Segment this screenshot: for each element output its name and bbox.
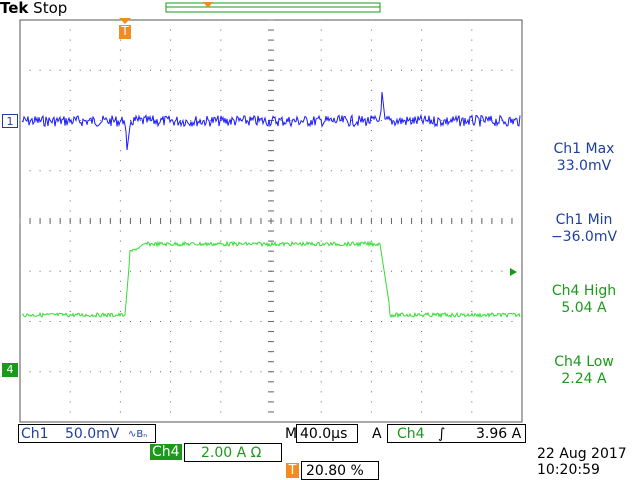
ch1-waveform — [21, 91, 521, 151]
trigger-slope-icon: ∫ — [438, 426, 446, 442]
run-state-label: Stop — [33, 0, 68, 17]
brand-label: Tek — [0, 0, 29, 17]
timebase-prefix: M — [285, 426, 298, 442]
ch4-scale-box[interactable] — [184, 443, 282, 462]
ch4-label: Ch4 — [150, 444, 182, 460]
ch4-low-title: Ch4 Low — [554, 354, 614, 370]
trigger-level-arrow[interactable] — [510, 268, 517, 276]
ch1-max-title: Ch1 Max — [553, 141, 615, 157]
ch1-max-value: 33.0mV — [556, 158, 612, 174]
trigger-mode: A — [372, 426, 382, 442]
trigger-position-icon-letter: T — [288, 463, 297, 478]
trigger-box[interactable] — [387, 424, 526, 443]
trigger-position-icon: T — [286, 463, 299, 478]
ch1-min-value: −36.0mV — [550, 229, 618, 245]
ch4-scale: 2.00 A Ω — [201, 445, 262, 461]
ch1-scale-box[interactable] — [18, 424, 156, 443]
trigger-level: 3.96 A — [476, 426, 522, 442]
ch4-high-title: Ch4 High — [551, 283, 617, 299]
trigger-position-value: 20.80 % — [306, 463, 364, 479]
scope-brand-status: Tek Stop — [0, 0, 67, 17]
ch1-label: Ch1 — [21, 426, 49, 442]
trigger-position-marker[interactable]: T — [118, 18, 132, 40]
ch1-ground-marker[interactable]: 1 — [2, 114, 18, 128]
bandwidth-limit-icon: ∿Bₙ — [128, 429, 148, 440]
timebase-value: 40.0µs — [300, 426, 348, 442]
ch4-low-value: 2.24 A — [561, 371, 607, 387]
ch4-high-value: 5.04 A — [561, 300, 607, 316]
date-label: 22 Aug 2017 — [537, 446, 627, 462]
ch4-waveform — [22, 240, 521, 319]
ch1-scale: 50.0mV — [65, 426, 120, 442]
time-label: 10:20:59 — [537, 462, 600, 478]
graticule-grid — [19, 19, 513, 413]
trigger-position-letter: T — [121, 24, 129, 38]
trigger-source: Ch4 — [397, 426, 425, 442]
record-trigger-marker — [203, 2, 213, 8]
timebase-box[interactable] — [296, 424, 358, 443]
ch4-ground-marker[interactable]: 4 — [2, 363, 18, 377]
ch1-min-title: Ch1 Min — [555, 212, 613, 228]
